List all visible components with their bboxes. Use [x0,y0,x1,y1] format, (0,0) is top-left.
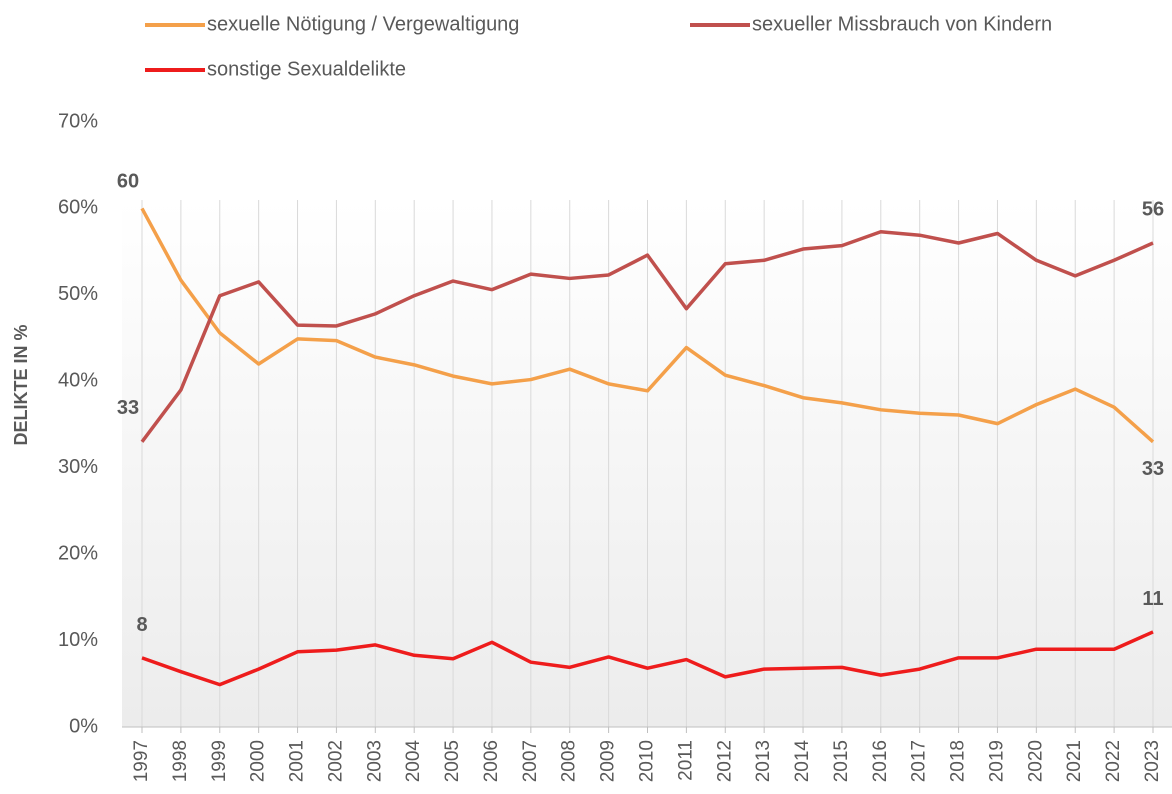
x-tick-label: 2002 [325,740,346,782]
x-tick-label: 2016 [870,740,891,782]
x-tick-label: 1998 [170,740,191,782]
x-tick-label: 2001 [287,740,308,782]
x-tick-label: 2020 [1025,740,1046,782]
x-tick-label: 2007 [520,740,541,782]
y-tick-label: 40% [58,370,98,392]
x-tick-label: 2012 [714,740,735,782]
x-tick-label: 2015 [831,740,852,782]
data-label: 33 [1142,458,1164,480]
legend-label: sexuelle Nötigung / Vergewaltigung [207,13,519,35]
data-label: 60 [117,171,139,193]
x-tick-label: 2006 [481,740,502,782]
x-tick-label: 2000 [248,740,269,782]
x-tick-label: 2023 [1142,740,1163,782]
legend-label: sexueller Missbrauch von Kindern [752,13,1052,35]
y-tick-label: 0% [69,715,98,737]
x-tick-label: 1999 [209,740,230,782]
y-axis-label: DELIKTE IN % [11,324,31,445]
x-tick-label: 2008 [559,740,580,782]
data-label: 8 [136,614,147,636]
x-tick-label: 2004 [403,740,424,783]
y-tick-label: 50% [58,283,98,305]
x-tick-label: 2014 [792,740,813,783]
data-label: 56 [1142,198,1164,220]
x-tick-label: 2010 [637,740,658,782]
x-tick-label: 2013 [753,740,774,782]
x-tick-label: 2019 [986,740,1007,782]
series-line [140,230,1154,443]
x-tick-label: 2018 [948,740,969,782]
y-tick-label: 30% [58,456,98,478]
y-tick-label: 10% [58,629,98,651]
data-label: 33 [117,397,139,419]
series-line [140,207,1155,444]
legend-label: sonstige Sexualdelikte [207,58,406,80]
x-tick-label: 2011 [675,740,696,781]
x-tick-label: 2003 [364,740,385,782]
x-tick-label: 2017 [909,740,930,782]
y-tick-label: 20% [58,542,98,564]
data-label: 11 [1142,588,1163,610]
x-tick-label: 2021 [1064,740,1085,782]
x-tick-label: 2009 [598,740,619,782]
y-tick-label: 70% [58,110,98,132]
x-tick-label: 1997 [131,740,152,782]
x-tick-label: 2005 [442,740,463,782]
series-line [141,630,1154,687]
x-tick-label: 2022 [1103,740,1124,782]
y-tick-label: 60% [58,197,98,219]
